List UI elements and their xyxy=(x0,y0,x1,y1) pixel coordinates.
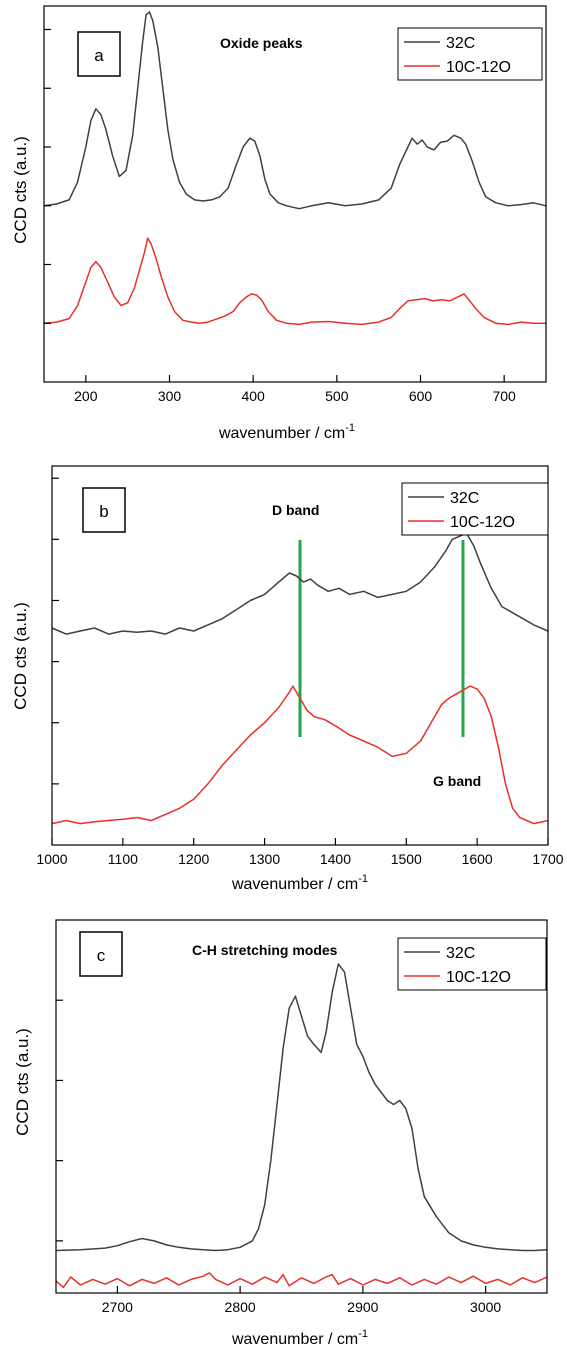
x-tick-label: 700 xyxy=(492,388,516,404)
panel-a-label: a xyxy=(94,46,104,65)
panel-c-legend: 32C 10C-12O xyxy=(397,937,547,991)
legend-label-10c12o: 10C-12O xyxy=(446,969,511,986)
panel-a-annotation: Oxide peaks xyxy=(220,35,303,51)
x-tick-label: 1600 xyxy=(462,851,493,867)
panel-b-ylabel: CCD cts (a.u.) xyxy=(11,602,30,710)
x-tick-label: 2900 xyxy=(347,1299,378,1315)
x-tick-label: 400 xyxy=(241,388,265,404)
x-tick-label: 2700 xyxy=(102,1299,133,1315)
panel-b-legend: 32C 10C-12O xyxy=(401,482,549,536)
panel-a-label-box: a xyxy=(77,31,121,77)
panel-c-annotation: C-H stretching modes xyxy=(192,942,338,958)
legend-label-10c12o: 10C-12O xyxy=(446,59,511,76)
panel-b: 1000 1100 1200 1300 1400 1500 1600 1700 CCD cts… xyxy=(11,465,564,893)
panel-a-axes: 200 300 400 500 600 700 xyxy=(43,5,547,404)
panel-c-xlabel: wavenumber / cm-1 xyxy=(231,1328,368,1348)
panel-b-xlabel: wavenumber / cm-1 xyxy=(231,873,368,893)
x-tick-label: 300 xyxy=(158,388,182,404)
panel-c-ylabel: CCD cts (a.u.) xyxy=(13,1028,32,1136)
axes-frame xyxy=(55,919,548,1294)
x-tick-label: 2800 xyxy=(225,1299,256,1315)
panel-a-xlabel: wavenumber / cm-1 xyxy=(218,422,355,442)
series-line-10c-12o xyxy=(55,1272,548,1289)
panel-b-annotation-d-band: D band xyxy=(272,502,319,518)
x-tick-label: 1200 xyxy=(178,851,209,867)
x-tick-label: 1000 xyxy=(36,851,67,867)
x-tick-label: 500 xyxy=(325,388,349,404)
series-line-10c-12o xyxy=(51,685,549,825)
x-tick-label: 1100 xyxy=(108,851,138,867)
x-tick-label: 1400 xyxy=(320,851,351,867)
panel-c-axes: 2700 2800 2900 3000 xyxy=(55,919,548,1315)
series-line-32c xyxy=(55,963,548,1252)
axes-frame xyxy=(51,465,549,846)
panel-a-plot-area xyxy=(43,11,547,326)
legend-label-32c: 32C xyxy=(450,490,479,507)
panel-a-xlabel-text: wavenumber / cm xyxy=(218,425,345,442)
panel-c-label-box: c xyxy=(79,931,123,977)
panel-c: 2700 2800 2900 3000 CCD cts (a.u.) wavenumb… xyxy=(13,919,548,1348)
panel-a-xlabel-sup: -1 xyxy=(345,422,355,434)
axes-frame xyxy=(43,5,547,383)
x-tick-label: 1300 xyxy=(249,851,280,867)
series-line-32c xyxy=(43,11,547,210)
panel-a-ylabel: CCD cts (a.u.) xyxy=(11,136,30,244)
panel-c-label: c xyxy=(97,946,106,965)
panel-b-label: b xyxy=(99,502,108,521)
panel-b-xlabel-sup: -1 xyxy=(358,873,368,885)
panel-b-axes: 1000 1100 1200 1300 1400 1500 1600 1700 xyxy=(36,465,564,867)
x-tick-label: 1500 xyxy=(391,851,422,867)
panel-a: 200 300 400 500 600 700 CCD cts (a.u.) wavenu… xyxy=(11,5,547,442)
panel-b-plot-area xyxy=(51,532,549,825)
panel-b-label-box: b xyxy=(82,487,126,533)
legend-label-32c: 32C xyxy=(446,35,475,52)
panel-c-plot-area xyxy=(55,963,548,1289)
x-tick-label: 1700 xyxy=(532,851,563,867)
legend-label-32c: 32C xyxy=(446,945,475,962)
panel-c-xlabel-sup: -1 xyxy=(358,1328,368,1340)
legend-label-10c12o: 10C-12O xyxy=(450,514,515,531)
panel-b-annotation-g-band: G band xyxy=(433,773,481,789)
panel-a-legend: 32C 10C-12O xyxy=(397,27,543,81)
x-tick-label: 600 xyxy=(409,388,433,404)
series-line-10c-12o xyxy=(43,237,546,326)
x-tick-label: 200 xyxy=(74,388,98,404)
panel-c-xlabel-text: wavenumber / cm xyxy=(231,1331,358,1348)
x-tick-label: 3000 xyxy=(470,1299,501,1315)
panel-b-xlabel-text: wavenumber / cm xyxy=(231,876,358,893)
series-line-32c xyxy=(51,532,549,635)
